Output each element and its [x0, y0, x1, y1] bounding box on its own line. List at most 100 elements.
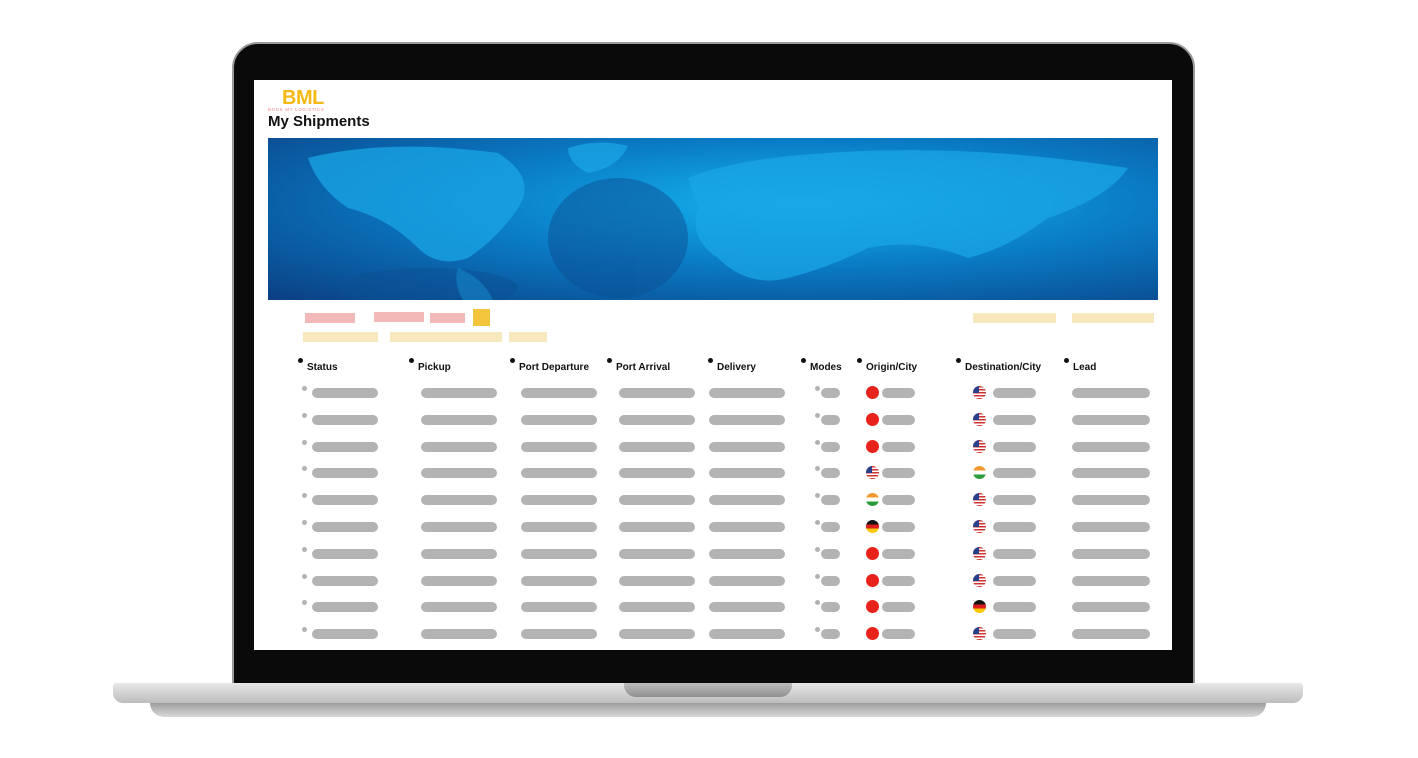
origin-flag-de-icon [866, 520, 879, 533]
cell-placeholder [521, 414, 597, 425]
cell-placeholder [709, 575, 785, 586]
row-indicator [815, 466, 820, 472]
origin-flag-cn-icon [866, 386, 879, 399]
column-header[interactable]: Origin/City [856, 358, 918, 373]
cell-placeholder [993, 414, 1036, 425]
cell-placeholder [521, 441, 597, 452]
filter-chip[interactable] [303, 332, 378, 342]
cell-placeholder [421, 629, 497, 640]
cell-placeholder [993, 441, 1036, 452]
cell-placeholder [312, 602, 378, 613]
cell-placeholder [821, 468, 840, 479]
cell-placeholder [1072, 629, 1150, 640]
destination-flag-us-icon [973, 439, 986, 453]
cell-placeholder [882, 468, 915, 479]
origin-flag-cn-icon [866, 439, 879, 453]
filter-chip[interactable] [430, 313, 465, 323]
filter-chip[interactable] [390, 332, 502, 342]
action-button[interactable] [1072, 313, 1154, 323]
cell-placeholder [312, 441, 378, 452]
cell-placeholder [882, 602, 915, 613]
cell-placeholder [421, 575, 497, 586]
cell-placeholder [521, 575, 597, 586]
cell-placeholder [709, 522, 785, 532]
column-header[interactable]: Pickup [409, 358, 451, 373]
column-header[interactable]: Lead [1063, 358, 1097, 373]
column-header[interactable]: Delivery [708, 358, 756, 373]
row-indicator [302, 627, 307, 633]
cell-placeholder [993, 602, 1036, 613]
destination-flag-us-icon [973, 493, 986, 507]
page-title: My Shipments [268, 113, 370, 130]
filter-toggle-button[interactable] [473, 309, 490, 326]
row-indicator [302, 573, 307, 579]
cell-placeholder [312, 629, 378, 640]
cell-placeholder [619, 441, 695, 452]
cell-placeholder [993, 468, 1036, 479]
cell-placeholder [1072, 468, 1150, 479]
cell-placeholder [421, 548, 497, 559]
cell-placeholder [312, 414, 378, 425]
row-indicator [302, 412, 307, 418]
cell-placeholder [709, 468, 785, 479]
cell-placeholder [619, 414, 695, 425]
cell-placeholder [619, 629, 695, 640]
cell-placeholder [619, 468, 695, 479]
cell-placeholder [993, 388, 1036, 398]
column-header[interactable]: Port Departure [509, 358, 590, 373]
cell-placeholder [1072, 602, 1150, 613]
cell-placeholder [882, 522, 915, 532]
cell-placeholder [1072, 548, 1150, 559]
filter-chip[interactable] [509, 332, 547, 342]
origin-flag-cn-icon [866, 627, 879, 641]
cell-placeholder [821, 602, 840, 613]
cell-placeholder [1072, 522, 1150, 532]
origin-flag-cn-icon [866, 412, 879, 426]
cell-placeholder [882, 548, 915, 559]
filter-chip[interactable] [305, 313, 355, 323]
origin-flag-cn-icon [866, 546, 879, 560]
cell-placeholder [312, 388, 378, 398]
row-indicator [815, 493, 820, 499]
filter-chip[interactable] [374, 312, 424, 322]
row-indicator [302, 520, 307, 525]
cell-placeholder [421, 522, 497, 532]
cell-placeholder [821, 522, 840, 532]
cell-placeholder [709, 441, 785, 452]
cell-placeholder [993, 629, 1036, 640]
cell-placeholder [312, 548, 378, 559]
cell-placeholder [882, 441, 915, 452]
cell-placeholder [709, 602, 785, 613]
column-header[interactable]: Destination/City [955, 358, 1042, 373]
destination-flag-us-icon [973, 386, 986, 399]
row-indicator [815, 520, 820, 525]
cell-placeholder [312, 575, 378, 586]
cell-placeholder [421, 441, 497, 452]
column-header[interactable]: Port Arrival [606, 358, 671, 373]
cell-placeholder [1072, 414, 1150, 425]
action-button[interactable] [973, 313, 1056, 323]
cell-placeholder [421, 414, 497, 425]
column-header[interactable]: Status [298, 358, 338, 373]
row-indicator [302, 386, 307, 391]
row-indicator [815, 546, 820, 552]
cell-placeholder [709, 414, 785, 425]
destination-flag-us-icon [973, 546, 986, 560]
cell-placeholder [821, 495, 840, 506]
cell-placeholder [421, 468, 497, 479]
cell-placeholder [1072, 441, 1150, 452]
cell-placeholder [821, 414, 840, 425]
origin-flag-in-icon [866, 493, 879, 507]
destination-flag-us-icon [973, 627, 986, 641]
app-screen: BML BOOK MY LOGISTICS My Shipments Statu… [254, 80, 1172, 650]
cell-placeholder [421, 388, 497, 398]
cell-placeholder [993, 522, 1036, 532]
column-header[interactable]: Modes [801, 358, 842, 373]
row-indicator [815, 573, 820, 579]
cell-placeholder [619, 388, 695, 398]
row-indicator [302, 493, 307, 499]
world-map-banner [268, 138, 1158, 300]
cell-placeholder [521, 629, 597, 640]
destination-flag-us-icon [973, 412, 986, 426]
cell-placeholder [521, 388, 597, 398]
